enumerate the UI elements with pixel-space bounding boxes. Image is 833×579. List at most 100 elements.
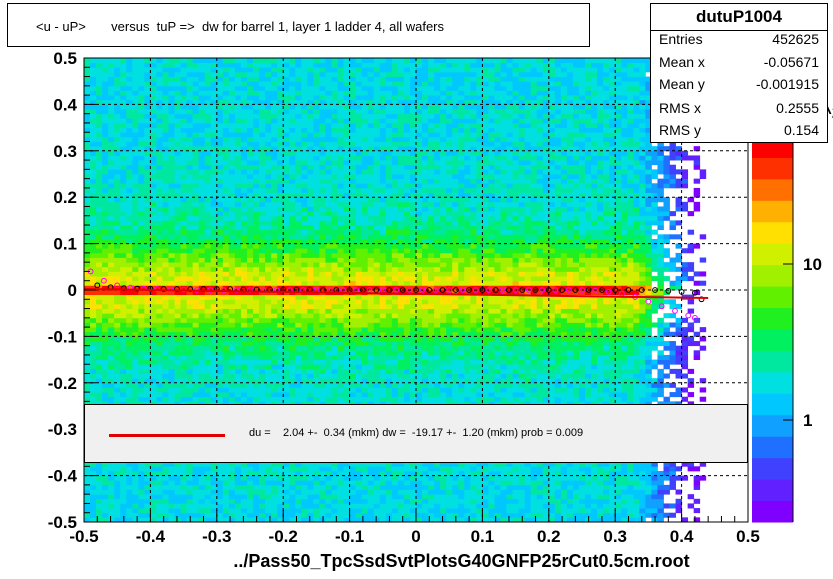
heatmap-cell (126, 489, 133, 495)
heatmap-cell (228, 266, 236, 272)
heatmap-cell (253, 484, 260, 490)
heatmap-cell (301, 322, 308, 328)
heatmap-cell (216, 99, 224, 105)
heatmap-cell (96, 317, 103, 323)
heatmap-cell (313, 169, 320, 175)
heatmap-cell (216, 317, 224, 323)
heatmap-cell (114, 197, 121, 203)
heatmap-cell (222, 336, 230, 342)
heatmap-cell (174, 76, 181, 82)
heatmap-cell (349, 178, 357, 184)
heatmap-cell (367, 317, 375, 323)
heatmap-cell (162, 341, 169, 347)
heatmap-cell (222, 322, 230, 328)
heatmap-cell (313, 225, 320, 231)
heatmap-cell (144, 484, 151, 490)
heatmap-cell (259, 313, 266, 319)
heatmap-cell (277, 99, 284, 105)
heatmap-cell (379, 99, 387, 105)
heatmap-cell (204, 387, 212, 393)
heatmap-cell (253, 392, 260, 398)
heatmap-cell (343, 141, 350, 147)
heatmap-cell (228, 317, 236, 323)
heatmap-cell (331, 220, 338, 226)
heatmap-cell (259, 322, 266, 328)
heatmap-cell (349, 122, 357, 128)
heatmap-cell (319, 331, 326, 337)
heatmap-cell (307, 238, 314, 244)
heatmap-cell (307, 229, 314, 235)
heatmap-cell (198, 118, 206, 124)
heatmap-cell (162, 197, 169, 203)
heatmap-cell (349, 187, 357, 193)
heatmap-cell (126, 160, 133, 166)
heatmap-cell (138, 317, 145, 323)
heatmap-cell (174, 132, 181, 138)
heatmap-cell (337, 58, 344, 64)
heatmap-cell (271, 155, 278, 161)
heatmap-cell (228, 248, 236, 254)
heatmap-cell (325, 508, 332, 514)
heatmap-cell (156, 489, 163, 495)
heatmap-cell (144, 322, 151, 328)
heatmap-cell (168, 257, 175, 263)
heatmap-cell (180, 81, 188, 87)
heatmap-cell (289, 508, 296, 514)
heatmap-cell (283, 229, 290, 235)
heatmap-cell (174, 480, 181, 486)
heatmap-cell (337, 392, 344, 398)
heatmap-cell (289, 174, 296, 180)
heatmap-cell (313, 62, 320, 68)
heatmap-cell (325, 480, 332, 486)
heatmap-cell (228, 354, 236, 360)
heatmap-cell (150, 313, 157, 319)
heatmap-cell (367, 262, 375, 268)
heatmap-cell (349, 294, 357, 300)
heatmap-cell (198, 62, 206, 68)
heatmap-cell (246, 95, 254, 101)
heatmap-cell (283, 164, 290, 170)
heatmap-cell (168, 290, 175, 296)
heatmap-cell (150, 498, 157, 504)
heatmap-cell (162, 95, 169, 101)
heatmap-cell (138, 141, 145, 147)
heatmap-cell (349, 317, 357, 323)
heatmap-cell (295, 396, 302, 402)
heatmap-cell (114, 392, 121, 398)
heatmap-cell (289, 299, 296, 305)
heatmap-cell (90, 160, 97, 166)
heatmap-cell (355, 368, 363, 374)
heatmap-cell (84, 109, 91, 115)
heatmap-cell (192, 99, 200, 105)
heatmap-cell (355, 192, 363, 198)
heatmap-cell (265, 215, 272, 221)
heatmap-cell (246, 276, 254, 282)
heatmap-cell (337, 378, 344, 384)
heatmap-cell (349, 76, 357, 82)
heatmap-cell (331, 141, 338, 147)
heatmap-cell (132, 327, 139, 333)
heatmap-cell (367, 164, 375, 170)
heatmap-cell (228, 327, 236, 333)
heatmap-cell (168, 183, 175, 189)
heatmap-cell (277, 280, 284, 286)
heatmap-cell (216, 67, 224, 73)
heatmap-cell (265, 466, 272, 472)
heatmap-cell (174, 155, 181, 161)
heatmap-cell (319, 503, 326, 509)
heatmap-cell (210, 67, 218, 73)
heatmap-cell (84, 512, 91, 518)
heatmap-cell (222, 382, 230, 388)
heatmap-cell (253, 248, 260, 254)
heatmap-cell (295, 401, 302, 407)
heatmap-cell (174, 215, 181, 221)
heatmap-cell (222, 285, 230, 291)
heatmap-cell (313, 322, 320, 328)
heatmap-cell (301, 197, 308, 203)
heatmap-cell (186, 341, 194, 347)
heatmap-cell (325, 257, 332, 263)
heatmap-cell (198, 252, 206, 258)
heatmap-cell (283, 350, 290, 356)
heatmap-cell (331, 67, 338, 73)
heatmap-cell (325, 155, 332, 161)
